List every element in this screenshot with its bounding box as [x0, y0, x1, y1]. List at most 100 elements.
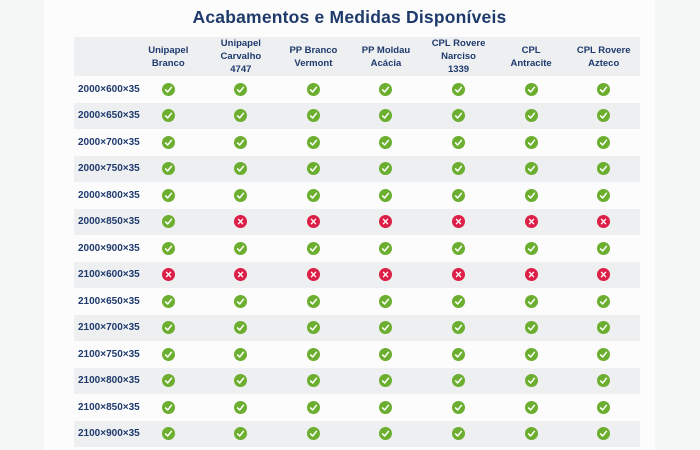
column-header-line2: 4747: [230, 64, 252, 75]
check-circle-icon: [234, 82, 248, 96]
status-available-cell: [567, 76, 640, 103]
status-available-cell: [495, 103, 568, 130]
row-size-label: 2100×850×35: [78, 401, 140, 413]
status-available-cell: [495, 156, 568, 183]
table-row: 2000×650×35: [74, 102, 640, 130]
table-row: 2100×900×35: [74, 420, 640, 448]
row-size-label: 2100×800×35: [78, 375, 140, 387]
status-available-cell: [422, 394, 495, 421]
check-circle-icon: [452, 400, 466, 414]
check-circle-icon: [524, 427, 538, 441]
status-unavailable-cell: [350, 209, 423, 236]
status-available-cell: [132, 315, 205, 342]
status-available-cell: [495, 368, 568, 395]
status-available-cell: [350, 368, 423, 395]
check-circle-icon: [161, 82, 175, 96]
check-circle-icon: [161, 347, 175, 361]
check-circle-icon: [234, 374, 248, 388]
x-circle-icon: [452, 215, 466, 229]
check-circle-icon: [379, 82, 393, 96]
check-circle-icon: [306, 241, 320, 255]
status-available-cell: [567, 103, 640, 130]
status-unavailable-cell: [422, 209, 495, 236]
status-unavailable-cell: [205, 262, 278, 289]
table-body: 2000×600×35 2000×650×35 2000×700×35 2000×75…: [74, 76, 640, 447]
check-circle-icon: [524, 347, 538, 361]
status-available-cell: [132, 156, 205, 183]
row-size-label: 2000×650×35: [78, 110, 140, 122]
check-circle-icon: [452, 427, 466, 441]
check-circle-icon: [524, 188, 538, 202]
check-circle-icon: [452, 188, 466, 202]
status-available-cell: [422, 76, 495, 103]
status-available-cell: [205, 394, 278, 421]
row-size-label: 2100×700×35: [78, 322, 140, 334]
column-header-line2: Antracite: [510, 57, 552, 69]
check-circle-icon: [234, 321, 248, 335]
status-available-cell: [567, 421, 640, 448]
check-circle-icon: [597, 427, 611, 441]
check-circle-icon: [161, 109, 175, 123]
check-circle-icon: [161, 215, 175, 229]
status-available-cell: [132, 182, 205, 209]
table-row: 2100×850×35: [74, 394, 640, 421]
check-circle-icon: [234, 294, 248, 308]
status-unavailable-cell: [495, 262, 568, 289]
check-circle-icon: [379, 400, 393, 414]
status-unavailable-cell: [422, 262, 495, 289]
page-title: Acabamentos e Medidas Disponíveis: [192, 7, 507, 27]
check-circle-icon: [452, 135, 466, 149]
check-circle-icon: [306, 82, 320, 96]
status-available-cell: [495, 235, 568, 262]
header-row: Unipapel Branco Unipapel Carvalho 4747 PP Br…: [74, 37, 640, 76]
status-available-cell: [277, 368, 350, 395]
status-available-cell: [277, 315, 350, 342]
status-available-cell: [277, 76, 350, 103]
check-circle-icon: [161, 162, 175, 176]
status-available-cell: [495, 129, 568, 156]
status-unavailable-cell: [567, 209, 640, 236]
x-circle-icon: [597, 268, 611, 282]
status-available-cell: [495, 341, 568, 368]
status-available-cell: [495, 182, 568, 209]
check-circle-icon: [452, 82, 466, 96]
column-header-line1: PP Moldau: [361, 44, 411, 56]
status-unavailable-cell: [205, 209, 278, 236]
check-circle-icon: [161, 241, 175, 255]
status-available-cell: [205, 182, 278, 209]
check-circle-icon: [597, 374, 611, 388]
x-circle-icon: [234, 268, 248, 282]
check-circle-icon: [524, 82, 538, 96]
check-circle-icon: [306, 374, 320, 388]
x-circle-icon: [379, 215, 393, 229]
check-circle-icon: [379, 162, 393, 176]
table-row: 2000×750×35: [74, 155, 640, 183]
table-row: 2000×700×35: [74, 129, 640, 156]
x-circle-icon: [597, 215, 611, 229]
column-header-line1: PP Branco: [289, 44, 338, 56]
status-available-cell: [422, 341, 495, 368]
x-circle-icon: [452, 268, 466, 282]
status-available-cell: [422, 129, 495, 156]
table-row: 2000×800×35: [74, 182, 640, 209]
status-available-cell: [205, 421, 278, 448]
table-header: Unipapel Branco Unipapel Carvalho 4747 PP Br…: [74, 37, 640, 76]
check-circle-icon: [597, 347, 611, 361]
table-row: 2100×750×35: [74, 341, 640, 368]
status-available-cell: [422, 156, 495, 183]
check-circle-icon: [161, 427, 175, 441]
check-circle-icon: [161, 188, 175, 202]
check-circle-icon: [597, 109, 611, 123]
check-circle-icon: [597, 188, 611, 202]
status-available-cell: [422, 315, 495, 342]
status-available-cell: [422, 288, 495, 315]
status-available-cell: [422, 421, 495, 448]
row-size-label: 2000×850×35: [78, 216, 140, 228]
check-circle-icon: [379, 347, 393, 361]
status-available-cell: [350, 103, 423, 130]
column-header-line2: Vermont: [294, 57, 333, 69]
status-available-cell: [567, 288, 640, 315]
x-circle-icon: [161, 268, 175, 282]
check-circle-icon: [597, 400, 611, 414]
column-header-line2: Branco: [151, 57, 185, 69]
